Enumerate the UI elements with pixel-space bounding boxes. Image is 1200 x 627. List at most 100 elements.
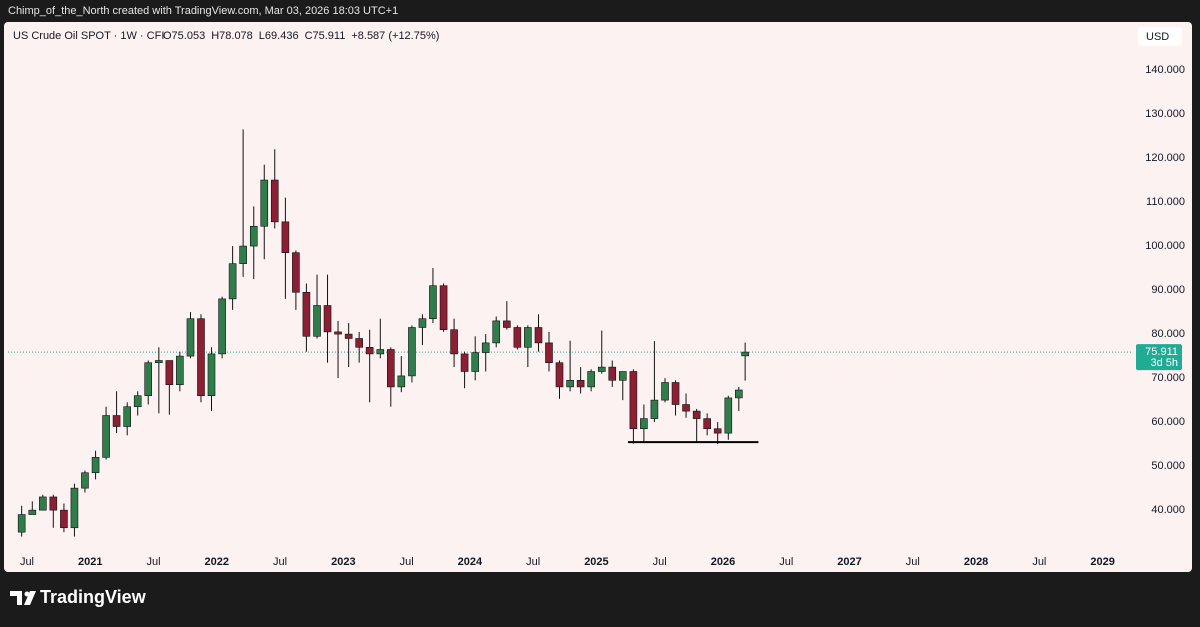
candle-body xyxy=(534,327,543,344)
x-tick-label: Jul xyxy=(779,556,793,568)
x-tick-label: 2025 xyxy=(584,556,608,568)
candle-body xyxy=(387,349,395,388)
candle-body xyxy=(408,327,416,377)
x-tick-label: 2026 xyxy=(711,556,735,568)
candle-body xyxy=(450,329,458,355)
x-tick-label: Jul xyxy=(653,556,667,568)
candle-body xyxy=(17,514,26,533)
candle-body xyxy=(165,360,174,386)
x-tick-label: Jul xyxy=(906,556,920,568)
candle-body xyxy=(661,382,669,401)
candle-body xyxy=(355,338,363,348)
candle-body xyxy=(397,375,406,388)
candle-body xyxy=(70,487,79,529)
candle-body xyxy=(123,406,132,427)
candle-body xyxy=(513,327,522,348)
candle-body xyxy=(344,333,353,339)
candle-body xyxy=(292,252,300,293)
candle-body xyxy=(618,371,627,381)
x-tick-label: 2028 xyxy=(964,556,988,568)
candle-body xyxy=(439,285,448,330)
x-tick-label: 2024 xyxy=(458,556,483,568)
x-tick-label: Jul xyxy=(400,556,414,568)
y-tick-label: 90.000 xyxy=(1151,284,1185,296)
x-tick-label: 2022 xyxy=(205,556,229,568)
candle-body xyxy=(576,380,585,388)
y-tick-label: 50.000 xyxy=(1151,460,1185,472)
x-tick-label: Jul xyxy=(273,556,287,568)
candle-body xyxy=(270,179,279,223)
x-tick-label: 2021 xyxy=(78,556,102,568)
brand-logo xyxy=(10,591,36,605)
candle-body xyxy=(102,415,110,458)
y-tick-label: 120.000 xyxy=(1145,152,1185,164)
x-tick-label: Jul xyxy=(1032,556,1046,568)
candle-body xyxy=(545,342,553,364)
candle-body xyxy=(365,346,374,355)
candle-body xyxy=(608,366,617,381)
candle-body xyxy=(28,509,37,515)
y-tick-label: 70.000 xyxy=(1151,372,1185,384)
candle-body xyxy=(155,360,163,364)
ohlc-label: H78.078 xyxy=(211,30,253,42)
candle-body xyxy=(671,382,680,405)
candle-body xyxy=(186,318,195,357)
candle-body xyxy=(260,179,269,227)
candle-body xyxy=(281,221,290,253)
ohlc-label: C75.911 xyxy=(305,30,346,42)
ohlc-label: O75.053 xyxy=(163,30,205,42)
brand: TradingView xyxy=(40,587,147,607)
candle-body xyxy=(302,291,311,337)
symbol: US Crude Oil SPOT · 1W · CFI xyxy=(13,30,164,42)
candle-body xyxy=(650,399,659,419)
candle-body xyxy=(207,353,216,397)
x-tick-label: 2029 xyxy=(1090,556,1114,568)
candle-body xyxy=(481,342,490,353)
last-price-box xyxy=(1136,344,1182,371)
y-tick-label: 100.000 xyxy=(1145,240,1185,252)
candle-body xyxy=(735,389,743,399)
candle-body xyxy=(524,327,532,348)
candle-body xyxy=(492,320,501,344)
candle-body xyxy=(239,245,247,264)
candle-body xyxy=(249,225,258,247)
candle-body xyxy=(629,371,638,430)
candle-body xyxy=(91,457,100,474)
candle-body xyxy=(176,355,184,386)
candle-body xyxy=(682,404,690,412)
candle-body xyxy=(713,428,722,434)
candle-body xyxy=(323,305,332,333)
y-tick-label: 130.000 xyxy=(1145,108,1185,120)
candle-body xyxy=(334,331,342,335)
x-tick-label: Jul xyxy=(526,556,540,568)
candle-body xyxy=(566,380,574,388)
candle-body xyxy=(313,305,321,337)
candle-body xyxy=(112,415,121,427)
candle-body xyxy=(555,362,564,388)
candle-body xyxy=(692,410,701,419)
candle-body xyxy=(228,263,237,300)
y-tick-label: 60.000 xyxy=(1151,416,1185,428)
candle-body xyxy=(587,371,595,388)
candle-body xyxy=(218,298,226,355)
candle-body xyxy=(503,320,511,328)
currency-box xyxy=(1138,27,1182,46)
x-tick-label: 2027 xyxy=(837,556,861,568)
candle-body xyxy=(418,318,427,328)
credit: Chimp_of_the_North created with TradingV… xyxy=(8,5,398,17)
last-price-label: 75.911 xyxy=(1145,346,1178,358)
candle-body xyxy=(60,509,68,529)
candle-body xyxy=(471,352,480,372)
y-tick-label: 140.000 xyxy=(1145,64,1185,76)
candle-body xyxy=(144,362,153,397)
x-tick-label: Jul xyxy=(146,556,160,568)
candle-body xyxy=(703,418,711,430)
candle-body xyxy=(376,349,385,355)
candle-body xyxy=(640,418,648,430)
y-tick-label: 80.000 xyxy=(1151,328,1185,340)
candle-body xyxy=(133,395,142,408)
chart-panel xyxy=(4,22,1192,572)
candle-body xyxy=(49,496,58,511)
